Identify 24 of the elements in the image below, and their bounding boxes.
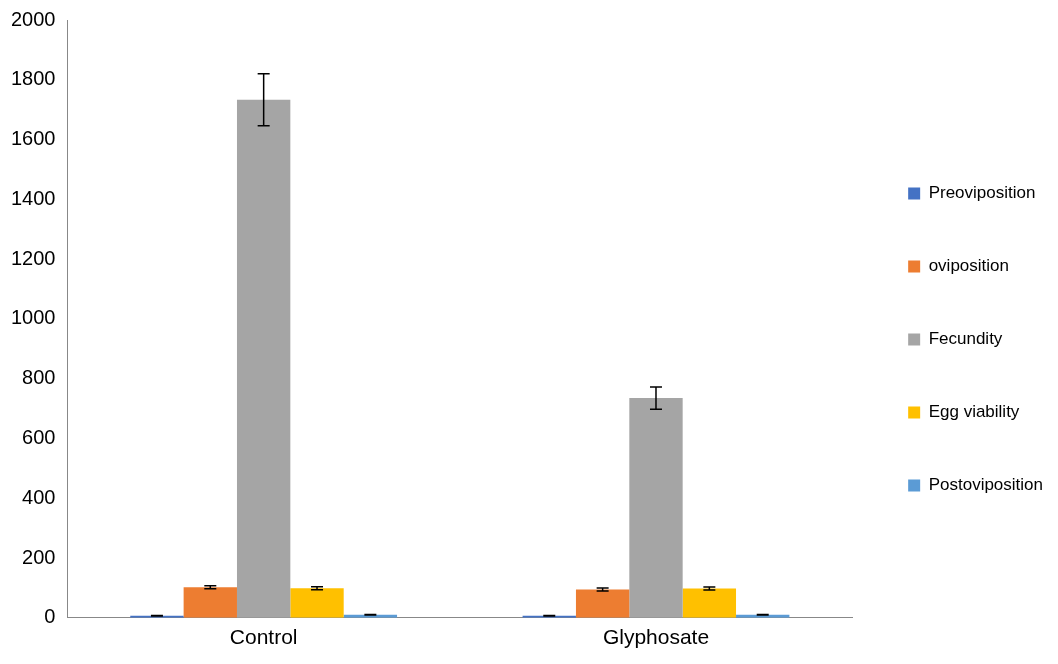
y-tick-label: 1200: [10, 246, 56, 269]
y-tick-label: 800: [22, 366, 56, 389]
y-tick-label: 1000: [10, 306, 56, 329]
bar: [575, 589, 630, 618]
y-tick-label: 1600: [10, 127, 56, 150]
bar: [629, 398, 683, 618]
legend-label: Fecundity: [928, 329, 1003, 349]
bar: [236, 99, 291, 618]
legend-label: oviposition: [928, 256, 1009, 276]
y-tick-label: 400: [22, 485, 56, 508]
y-tick-label: 2000: [10, 7, 56, 30]
y-tick-label: 200: [22, 545, 56, 568]
y-tick-label: 600: [22, 425, 56, 448]
legend-label: Postoviposition: [928, 475, 1043, 495]
y-tick-label: 0: [44, 605, 56, 628]
legend-label: Preoviposition: [928, 183, 1036, 203]
bar: [183, 587, 237, 618]
y-tick-label: 1800: [10, 67, 56, 90]
bar: [290, 588, 344, 618]
bar: [682, 588, 737, 618]
x-tick-label: Control: [229, 625, 298, 649]
legend-label: Egg viability: [928, 402, 1020, 422]
y-tick-label: 1400: [10, 186, 56, 209]
x-tick-label: Glyphosate: [602, 625, 710, 649]
